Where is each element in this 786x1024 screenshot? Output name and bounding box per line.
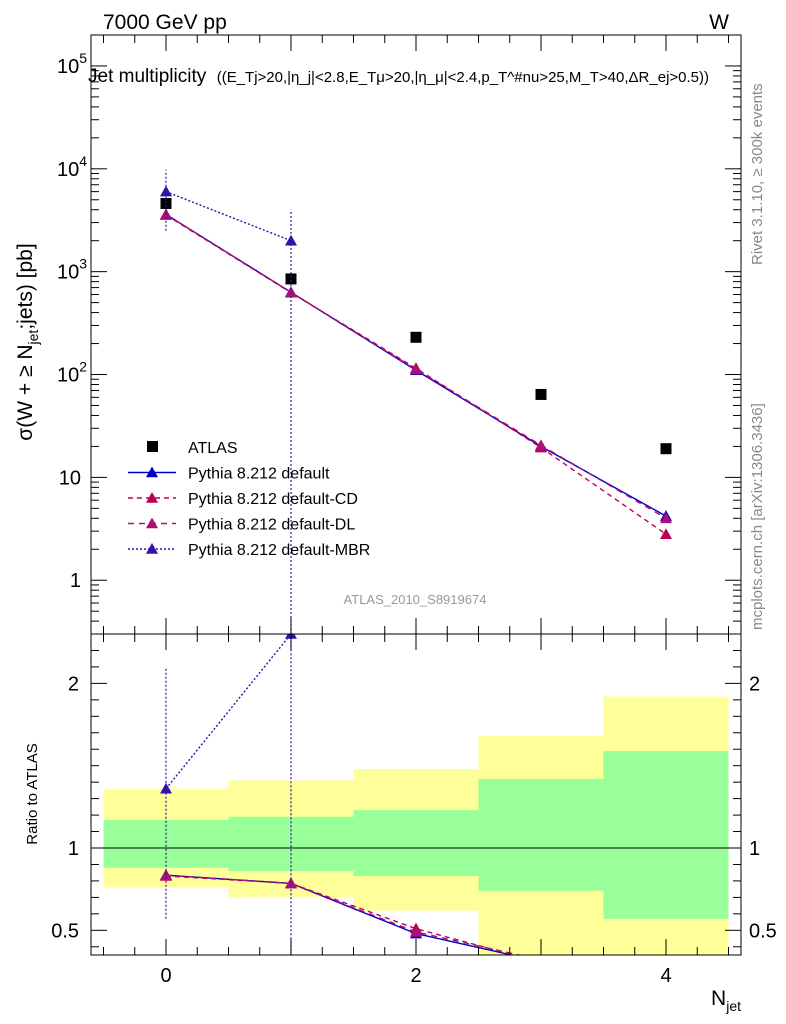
- green-band-bin-2: [353, 810, 479, 876]
- main-y-tick-label: 104: [57, 153, 87, 181]
- main-y-tick-label: 10: [59, 467, 81, 489]
- legend-marker-pythia-8-212-default: [146, 466, 158, 478]
- main-y-tick-label: 102: [57, 359, 87, 387]
- analysis-watermark: ATLAS_2010_S8919674: [344, 592, 487, 607]
- main-pythia-8-212-default-dl-point-4: [660, 512, 672, 524]
- main-pythia-8-212-default-cd-point-4: [660, 528, 672, 540]
- legend-marker-pythia-8-212-default-dl: [146, 517, 158, 529]
- ratio-pythia-8-212-default-mbr-line: [165, 634, 292, 790]
- legend-marker-atlas: [147, 441, 158, 452]
- legend-label-pythia-8-212-default-dl: Pythia 8.212 default-DL: [188, 517, 355, 534]
- main-pythia-8-212-default-dl-line: [165, 213, 667, 519]
- ratio-pythia-8-212-default-cd-line: [165, 875, 517, 955]
- main-y-tick-label: 103: [57, 256, 87, 284]
- main-pythia-8-212-default-dl-point-1: [285, 286, 297, 298]
- green-band-bin-4: [603, 750, 729, 919]
- ratio-pythia-8-212-default-dl-point-2: [410, 925, 422, 937]
- ratio-pythia-8-212-default-point-3: [535, 956, 547, 967]
- energy-label: 7000 GeV pp: [103, 11, 227, 34]
- ratio-y-axis-label: Ratio to ATLAS: [24, 743, 41, 844]
- main-pythia-8-212-default-dl-point-3: [535, 439, 547, 451]
- x-tick-label: 2: [410, 965, 421, 987]
- ratio-pythia-8-212-default-dl-point-3: [540, 953, 542, 955]
- ratio-y-tick-label-left: 0.5: [51, 920, 79, 942]
- main-atlas-point-3: [535, 388, 547, 400]
- ratio-y-tick-label-right: 1: [749, 838, 760, 860]
- main-pythia-8-212-default-mbr-point-0: [160, 185, 172, 197]
- legend-label-pythia-8-212-default: Pythia 8.212 default: [188, 466, 330, 483]
- ratio-y-tick-label-right: 0.5: [749, 920, 777, 942]
- mcplots-label: mcplots.cern.ch [arXiv:1306.3436]: [749, 403, 766, 630]
- main-pythia-8-212-default-dl-point-2: [410, 363, 422, 375]
- main-panel-series: [160, 169, 672, 634]
- x-tick-label: 0: [160, 965, 171, 987]
- main-atlas-point-0: [160, 197, 172, 209]
- legend: ATLAS Pythia 8.212 default Pythia 8.212 de…: [128, 440, 370, 559]
- main-pythia-8-212-default-mbr-point-1: [285, 234, 297, 246]
- main-y-tick-label: 105: [57, 50, 87, 78]
- main-y-tick-label: 1: [70, 570, 81, 592]
- green-band-bin-3: [478, 778, 604, 891]
- legend-marker-pythia-8-212-default-mbr: [146, 543, 158, 554]
- x-axis-label: Njet: [711, 987, 741, 1014]
- chart-title: Jet multiplicity ((E_Tj>20,|η_j|<2.8,E_T…: [88, 66, 709, 87]
- ratio-pythia-8-212-default-mbr-point-0: [160, 782, 172, 794]
- ratio-y-tick-label-right: 2: [749, 673, 760, 695]
- ratio-y-tick-label-left: 1: [68, 838, 79, 860]
- main-pythia-8-212-default-mbr-line: [165, 190, 292, 242]
- main-y-axis-label: σ(W + ≥ Njet;jets) [pb]: [14, 243, 41, 440]
- process-label: W: [709, 11, 729, 34]
- ratio-pythia-8-212-default-cd-point-3: [535, 956, 547, 967]
- legend-label-pythia-8-212-default-mbr: Pythia 8.212 default-MBR: [188, 542, 370, 559]
- ratio-y-tick-label-left: 2: [68, 673, 79, 695]
- main-atlas-point-4: [660, 443, 672, 455]
- ratio-pythia-8-212-default-dl-line: [165, 874, 523, 955]
- green-band-bin-0: [103, 820, 229, 868]
- x-tick-label: 4: [660, 965, 671, 987]
- axes: 1 10 102 103 104 105 0 2 4 0.5 0.5 1 1 2 2: [51, 34, 777, 987]
- main-atlas-point-1: [285, 273, 297, 285]
- rivet-label: Rivet 3.1.10, ≥ 300k events: [749, 83, 766, 265]
- legend-label-pythia-8-212-default-cd: Pythia 8.212 default-CD: [188, 491, 358, 508]
- legend-marker-pythia-8-212-default-cd: [146, 492, 158, 503]
- main-atlas-point-2: [410, 331, 422, 343]
- uncertainty-bands: [91, 696, 741, 955]
- legend-label-atlas: ATLAS: [188, 440, 238, 457]
